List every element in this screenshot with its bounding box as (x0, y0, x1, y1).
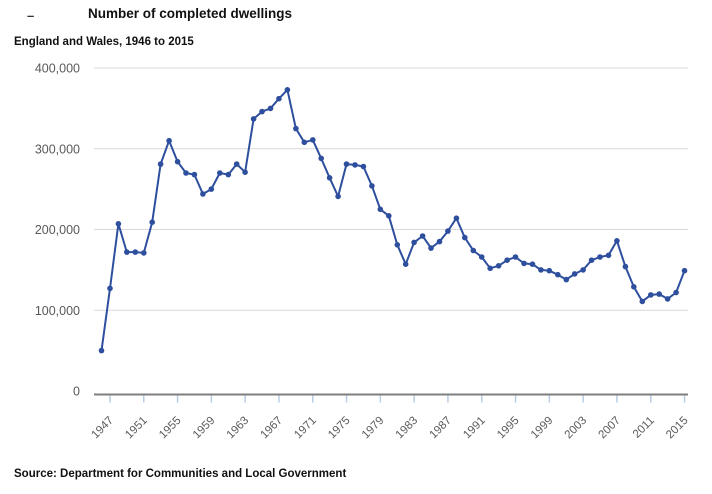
svg-text:2015: 2015 (664, 415, 691, 442)
svg-text:1951: 1951 (123, 415, 150, 442)
svg-text:1983: 1983 (394, 415, 421, 442)
chart-title: Number of completed dwellings (88, 6, 293, 21)
svg-text:2003: 2003 (563, 415, 590, 442)
chart-area: 0 100,000 200,000 300,000 400,000 1947 1951 195… (0, 54, 712, 454)
svg-text:1971: 1971 (292, 415, 319, 442)
svg-text:300,000: 300,000 (35, 142, 80, 156)
svg-text:1955: 1955 (157, 415, 184, 442)
svg-text:1999: 1999 (529, 415, 556, 442)
svg-text:1963: 1963 (225, 415, 252, 442)
svg-text:1967: 1967 (258, 415, 285, 442)
svg-text:0: 0 (73, 385, 80, 399)
svg-text:2011: 2011 (631, 415, 657, 441)
chart-svg: 0 100,000 200,000 300,000 400,000 1947 1951 195… (35, 62, 691, 442)
svg-text:1991: 1991 (461, 415, 488, 442)
svg-text:1995: 1995 (495, 415, 522, 442)
svg-text:1975: 1975 (326, 415, 353, 442)
svg-text:1979: 1979 (360, 415, 387, 442)
svg-text:100,000: 100,000 (35, 304, 80, 318)
chart-subtitle: England and Wales, 1946 to 2015 (14, 36, 194, 48)
svg-text:1947: 1947 (89, 415, 116, 442)
svg-text:200,000: 200,000 (35, 223, 80, 237)
svg-text:1987: 1987 (427, 415, 454, 442)
legend-dash-glyph: – (27, 8, 35, 23)
svg-text:2007: 2007 (596, 415, 623, 442)
svg-text:400,000: 400,000 (35, 62, 80, 76)
source-text: Source: Department for Communities and L… (14, 468, 347, 480)
svg-text:1959: 1959 (191, 415, 218, 442)
